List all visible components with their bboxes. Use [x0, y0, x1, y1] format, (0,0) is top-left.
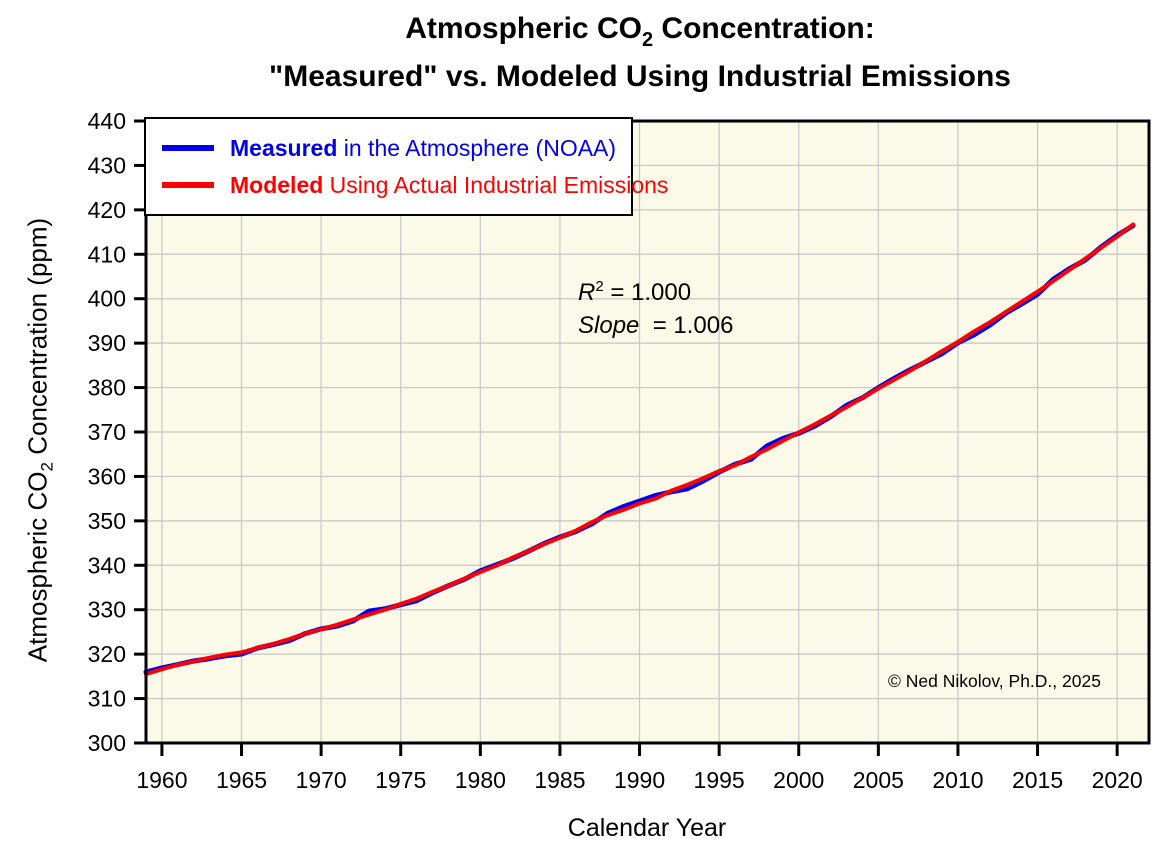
- y-tick-label: 390: [88, 330, 126, 356]
- legend-label-measured: Measured in the Atmosphere (NOAA): [230, 135, 616, 162]
- y-tick-label: 370: [88, 419, 126, 445]
- title-subscript: 2: [641, 29, 654, 51]
- y-tick-label: 340: [88, 552, 126, 578]
- legend-label-modeled: Modeled Using Actual Industrial Emission…: [230, 172, 668, 199]
- chart-title-line2: "Measured" vs. Modeled Using Industrial …: [269, 60, 1011, 93]
- y-tick-label: 380: [88, 375, 126, 401]
- measured-line-swatch: [162, 145, 214, 151]
- y-tick-label: 360: [88, 463, 126, 489]
- legend-box: Measured in the Atmosphere (NOAA) Modele…: [144, 117, 668, 216]
- x-tick-label: 1985: [534, 767, 585, 793]
- chart-title-line1: Atmospheric CO2 Concentration:: [405, 12, 875, 51]
- legend-label-rest: Using Actual Industrial Emissions: [323, 171, 669, 198]
- title-text: Concentration:: [653, 12, 875, 45]
- x-tick-label: 1975: [375, 767, 426, 793]
- slope-annotation: Slope = 1.006: [578, 309, 733, 342]
- x-tick-label: 1970: [296, 767, 347, 793]
- modeled-series-line: [144, 222, 1136, 677]
- y-axis-title-text: Concentration (ppm): [22, 217, 53, 463]
- title-text: Atmospheric CO: [405, 12, 642, 45]
- y-axis-title-subscript: 2: [37, 462, 57, 472]
- modeled-line-swatch: [162, 182, 214, 188]
- y-axis-title: Atmospheric CO2 Concentration (ppm): [22, 217, 57, 663]
- slope-symbol: Slope: [578, 312, 640, 339]
- x-tick-label: 1995: [694, 767, 745, 793]
- x-tick-label: 2000: [773, 767, 824, 793]
- legend-item-measured: Measured in the Atmosphere (NOAA): [146, 133, 631, 163]
- r-squared-value: = 1.000: [603, 279, 692, 306]
- legend-label-bold: Modeled: [230, 171, 324, 198]
- x-axis-title: Calendar Year: [567, 814, 727, 842]
- legend-item-modeled: Modeled Using Actual Industrial Emission…: [146, 170, 668, 200]
- x-tick-label: 1960: [136, 767, 187, 793]
- x-tick-label: 1990: [614, 767, 665, 793]
- y-tick-label: 410: [88, 241, 126, 267]
- slope-value: = 1.006: [639, 312, 734, 339]
- y-tick-label: 430: [88, 152, 126, 178]
- y-tick-label: 330: [88, 597, 126, 623]
- y-tick-label: 400: [88, 286, 126, 312]
- x-tick-label: 2015: [1012, 767, 1063, 793]
- legend-label-bold: Measured: [230, 134, 338, 161]
- x-tick-label: 1980: [455, 767, 506, 793]
- y-tick-label: 350: [88, 508, 126, 534]
- x-tick-label: 2010: [932, 767, 983, 793]
- copyright-text: © Ned Nikolov, Ph.D., 2025: [888, 671, 1101, 691]
- x-tick-label: 2020: [1092, 767, 1143, 793]
- y-axis-title-text: Atmospheric CO: [22, 471, 53, 663]
- y-tick-label: 300: [88, 730, 126, 756]
- r-squared-symbol: R: [578, 279, 596, 306]
- r-squared-annotation: R2 = 1.000: [578, 270, 733, 309]
- y-tick-label: 420: [88, 197, 126, 223]
- x-tick-label: 2005: [853, 767, 904, 793]
- r-squared-exponent: 2: [595, 278, 604, 295]
- y-tick-label: 310: [88, 686, 126, 712]
- y-tick-label: 440: [88, 108, 126, 134]
- x-tick-label: 1965: [216, 767, 267, 793]
- stats-annotation: R2 = 1.000 Slope = 1.006: [578, 270, 733, 342]
- y-tick-label: 320: [88, 641, 126, 667]
- legend-label-rest: in the Atmosphere (NOAA): [337, 134, 617, 161]
